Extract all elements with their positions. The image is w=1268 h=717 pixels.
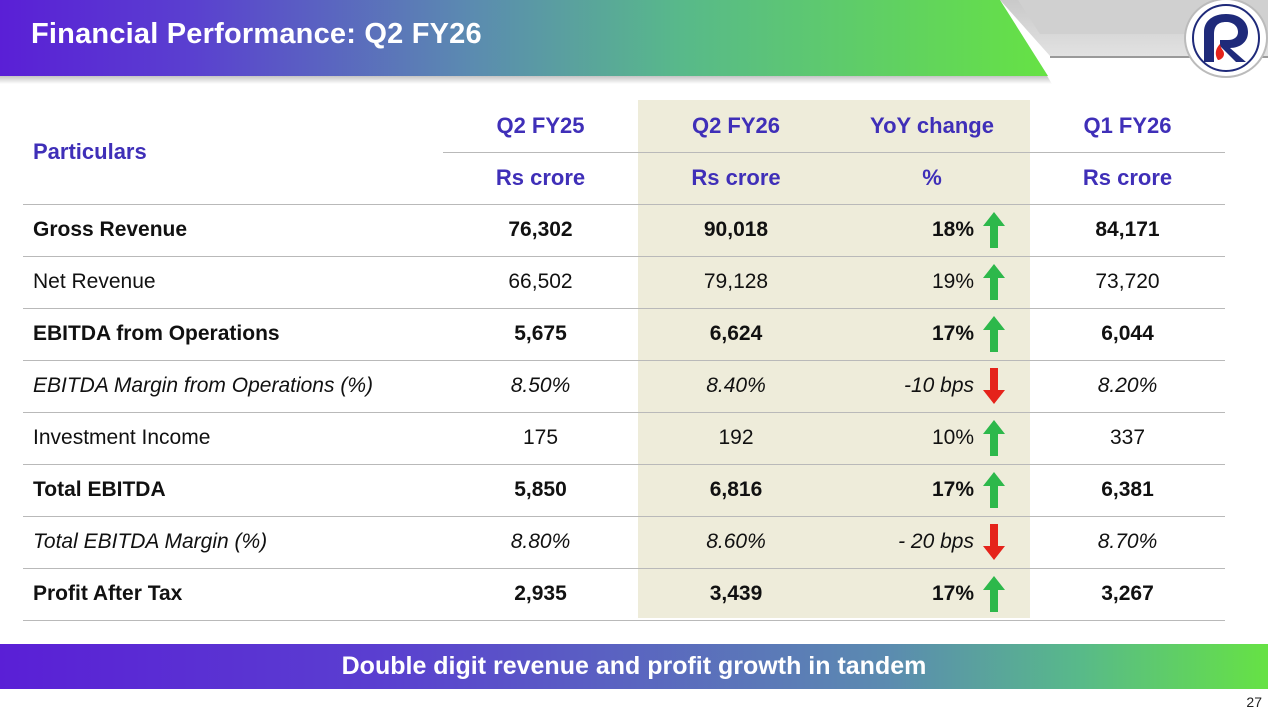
cell-q2fy26: 8.40% — [706, 374, 766, 397]
arrow-up-icon — [983, 212, 1005, 248]
cell-q2fy25: 8.80% — [510, 530, 571, 553]
summary-text: Double digit revenue and profit growth i… — [341, 652, 927, 680]
cell-q2fy25: 76,302 — [508, 218, 573, 241]
cell-yoy: 17% — [931, 478, 974, 501]
cell-q2fy26: 3,439 — [709, 582, 763, 605]
particulars-header: Particulars — [33, 139, 147, 164]
row-divider — [23, 464, 1225, 465]
arrow-up-icon — [983, 576, 1005, 612]
financial-table: Particulars Q2 FY25 Q2 FY26 YoY change Q… — [23, 100, 1225, 621]
row-divider — [23, 568, 1225, 569]
cell-q1fy26: 337 — [1109, 426, 1146, 449]
cell-q2fy26: 192 — [718, 426, 754, 449]
unit-yoy: % — [922, 165, 942, 190]
row-divider — [23, 516, 1225, 517]
company-logo — [1192, 4, 1260, 72]
cell-q2fy25: 8.50% — [510, 374, 571, 397]
cell-yoy: 19% — [931, 270, 974, 293]
summary-banner: Double digit revenue and profit growth i… — [0, 644, 1268, 689]
page-title: Financial Performance: Q2 FY26 — [31, 18, 482, 50]
highlight-column — [638, 100, 1030, 618]
cell-q2fy26: 90,018 — [703, 218, 769, 241]
cell-q2fy26: 6,816 — [709, 478, 763, 501]
row-divider — [23, 308, 1225, 309]
cell-yoy: -10 bps — [903, 374, 974, 397]
cell-q2fy26: 8.60% — [706, 530, 766, 553]
unit-q1fy26: Rs crore — [1082, 165, 1173, 190]
header-decoration-edge — [1050, 56, 1268, 58]
arrow-down-icon — [983, 368, 1005, 404]
unit-q2fy26: Rs crore — [691, 165, 781, 190]
row-divider — [23, 412, 1225, 413]
cell-q2fy25: 5,675 — [514, 322, 567, 345]
arrow-up-icon — [983, 264, 1005, 300]
cell-q2fy25: 2,935 — [514, 582, 567, 605]
row-label: Net Revenue — [33, 270, 156, 293]
cell-q2fy26: 6,624 — [709, 322, 763, 345]
cell-q1fy26: 84,171 — [1095, 218, 1160, 241]
col-header-q2fy25: Q2 FY25 — [496, 113, 585, 138]
cell-q1fy26: 8.20% — [1097, 374, 1158, 397]
cell-q1fy26: 73,720 — [1095, 270, 1160, 293]
row-label: EBITDA from Operations — [33, 322, 280, 345]
row-divider — [23, 620, 1225, 621]
col-header-yoy: YoY change — [870, 113, 994, 138]
cell-q2fy25: 66,502 — [508, 270, 573, 293]
header-divider — [443, 152, 1225, 153]
cell-yoy: 17% — [931, 322, 974, 345]
row-label: Total EBITDA Margin (%) — [33, 530, 268, 553]
cell-q2fy26: 79,128 — [703, 270, 769, 293]
row-divider — [23, 256, 1225, 257]
cell-q2fy25: 175 — [522, 426, 559, 449]
col-header-q2fy26: Q2 FY26 — [691, 113, 781, 138]
arrow-up-icon — [983, 316, 1005, 352]
row-label: Investment Income — [33, 426, 211, 449]
row-label: Gross Revenue — [33, 218, 188, 241]
cell-q1fy26: 6,381 — [1101, 478, 1154, 501]
row-divider — [23, 204, 1225, 205]
cell-q2fy25: 5,850 — [514, 478, 567, 501]
row-divider — [23, 360, 1225, 361]
arrow-down-icon — [983, 524, 1005, 560]
cell-yoy: 17% — [931, 582, 974, 605]
col-header-q1fy26: Q1 FY26 — [1083, 113, 1172, 138]
cell-q1fy26: 6,044 — [1101, 322, 1154, 345]
arrow-up-icon — [983, 472, 1005, 508]
cell-yoy: 18% — [931, 218, 974, 241]
arrow-up-icon — [983, 420, 1005, 456]
row-label: Total EBITDA — [33, 478, 166, 501]
header-banner — [0, 0, 1048, 76]
page-number: 27 — [1246, 694, 1262, 710]
unit-q2fy25: Rs crore — [495, 165, 586, 190]
cell-q1fy26: 8.70% — [1097, 530, 1158, 553]
row-label: Profit After Tax — [33, 582, 183, 605]
row-label: EBITDA Margin from Operations (%) — [33, 374, 373, 397]
header-shadow — [0, 74, 1052, 84]
cell-yoy: - 20 bps — [898, 530, 974, 553]
cell-yoy: 10% — [931, 426, 974, 449]
cell-q1fy26: 3,267 — [1101, 582, 1154, 605]
